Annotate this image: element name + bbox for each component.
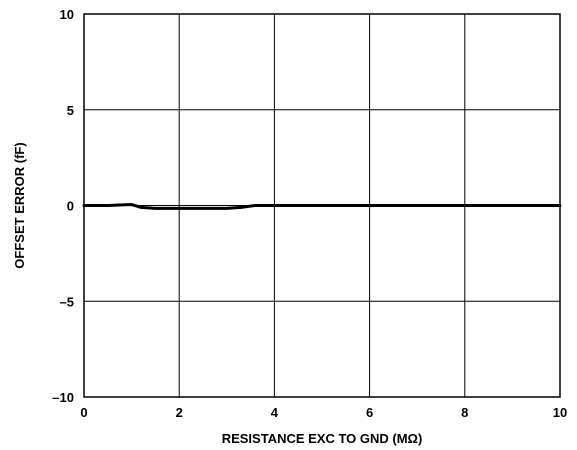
x-axis-label: RESISTANCE EXC TO GND (MΩ) (222, 431, 423, 446)
y-tick-label: 10 (60, 7, 74, 22)
x-tick-label: 10 (553, 405, 567, 420)
y-tick-label: 0 (67, 199, 74, 214)
y-axis-label: OFFSET ERROR (fF) (12, 142, 27, 268)
x-tick-label: 2 (176, 405, 183, 420)
x-tick-labels: 0 2 4 6 8 10 (80, 405, 567, 420)
y-tick-label: –10 (52, 390, 74, 405)
series-line (82, 203, 562, 210)
x-tick-label: 6 (366, 405, 373, 420)
x-tick-label: 4 (271, 405, 279, 420)
x-tick-label: 0 (80, 405, 87, 420)
y-tick-labels: 10 5 0 –5 –10 (52, 7, 74, 405)
y-tick-label: –5 (60, 294, 74, 309)
y-tick-label: 5 (67, 103, 74, 118)
x-tick-label: 8 (461, 405, 468, 420)
